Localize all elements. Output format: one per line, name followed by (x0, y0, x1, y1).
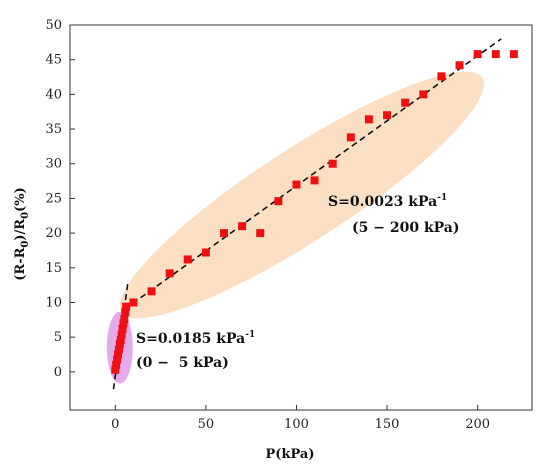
y-tick-label: 0 (54, 365, 62, 380)
data-point (220, 229, 228, 238)
data-point (346, 133, 355, 142)
data-point (419, 90, 428, 99)
data-point (165, 269, 174, 278)
data-point (364, 115, 373, 124)
data-point (473, 50, 482, 59)
data-points (111, 50, 518, 374)
annotation-low-slope-value: S=0.0185 kPa (136, 331, 245, 347)
data-point (328, 159, 337, 168)
data-point (491, 50, 500, 59)
y-axis-title-part: )/R (13, 219, 28, 241)
y-axis-title-subscript: 0 (20, 241, 31, 248)
data-point (121, 308, 130, 317)
plot-frame (69, 24, 533, 411)
x-tick-label: 50 (198, 417, 215, 432)
data-point (183, 255, 192, 264)
x-axis-title: P(kPa) (266, 447, 315, 462)
y-tick-label: 50 (45, 18, 62, 33)
y-tick-label: 25 (45, 191, 62, 206)
data-point (117, 330, 126, 339)
annotation-high-slope: S=0.0023 kPa-1 (328, 193, 447, 210)
x-tick-label: 200 (465, 417, 490, 432)
annotation-high-range-text: (5 − 200 kPa) (352, 220, 460, 236)
data-point (129, 298, 138, 307)
y-tick-label: 30 (45, 157, 62, 172)
y-axis-title-part: (%) (13, 187, 28, 212)
data-point (111, 365, 120, 374)
data-point (274, 197, 283, 206)
y-tick-label: 35 (45, 122, 62, 137)
data-point (114, 345, 123, 354)
data-point (292, 180, 301, 189)
y-tick-label: 20 (45, 226, 62, 241)
data-point (383, 111, 392, 120)
data-point (201, 248, 210, 257)
highlight-ellipse (119, 71, 484, 319)
data-point (147, 287, 156, 296)
y-tick-label: 5 (54, 330, 62, 345)
data-point (115, 340, 124, 349)
y-tick-label: 10 (45, 295, 62, 310)
data-point (120, 315, 129, 324)
data-point (509, 50, 518, 59)
x-tick-label: 100 (284, 417, 309, 432)
annotation-high-slope-exponent: -1 (437, 193, 447, 203)
data-point (114, 350, 123, 359)
annotation-high-range: S=0.0023 kPa-1 (5 − 200 kPa) (328, 193, 460, 236)
annotation-low-slope: S=0.0185 kPa-1 (136, 330, 255, 347)
data-point (238, 222, 247, 231)
data-point (122, 302, 131, 311)
y-axis-title-subscript: 0 (20, 212, 31, 219)
data-point (310, 176, 319, 185)
y-tick-label: 45 (45, 53, 62, 68)
annotation-high-slope-value: S=0.0023 kPa (328, 194, 437, 210)
annotation-low-slope-exponent: -1 (245, 330, 255, 340)
x-tick-label: 0 (111, 417, 119, 432)
y-tick-label: 40 (45, 87, 62, 102)
y-axis-title: (R-R0)/R0(%) (13, 187, 31, 280)
y-axis-title-part: (R-R (13, 247, 28, 280)
data-point (256, 229, 265, 238)
annotation-low-range-text: (0 − 5 kPa) (136, 355, 229, 371)
data-point (119, 319, 128, 328)
data-point (455, 61, 464, 70)
data-point (112, 360, 121, 369)
x-axis-ticks: 0 50 100 150 200 (111, 405, 490, 432)
fit-line (123, 38, 502, 311)
data-point (118, 324, 127, 333)
data-point (401, 98, 410, 107)
data-point (113, 355, 122, 364)
data-point (116, 335, 125, 344)
annotation-low-range: S=0.0185 kPa-1 (0 − 5 kPa) (136, 330, 255, 371)
x-tick-label: 150 (375, 417, 400, 432)
data-point (437, 72, 446, 81)
y-tick-label: 15 (45, 261, 62, 276)
y-axis-ticks: 0 5 10 15 20 25 30 35 40 45 50 (45, 18, 75, 380)
